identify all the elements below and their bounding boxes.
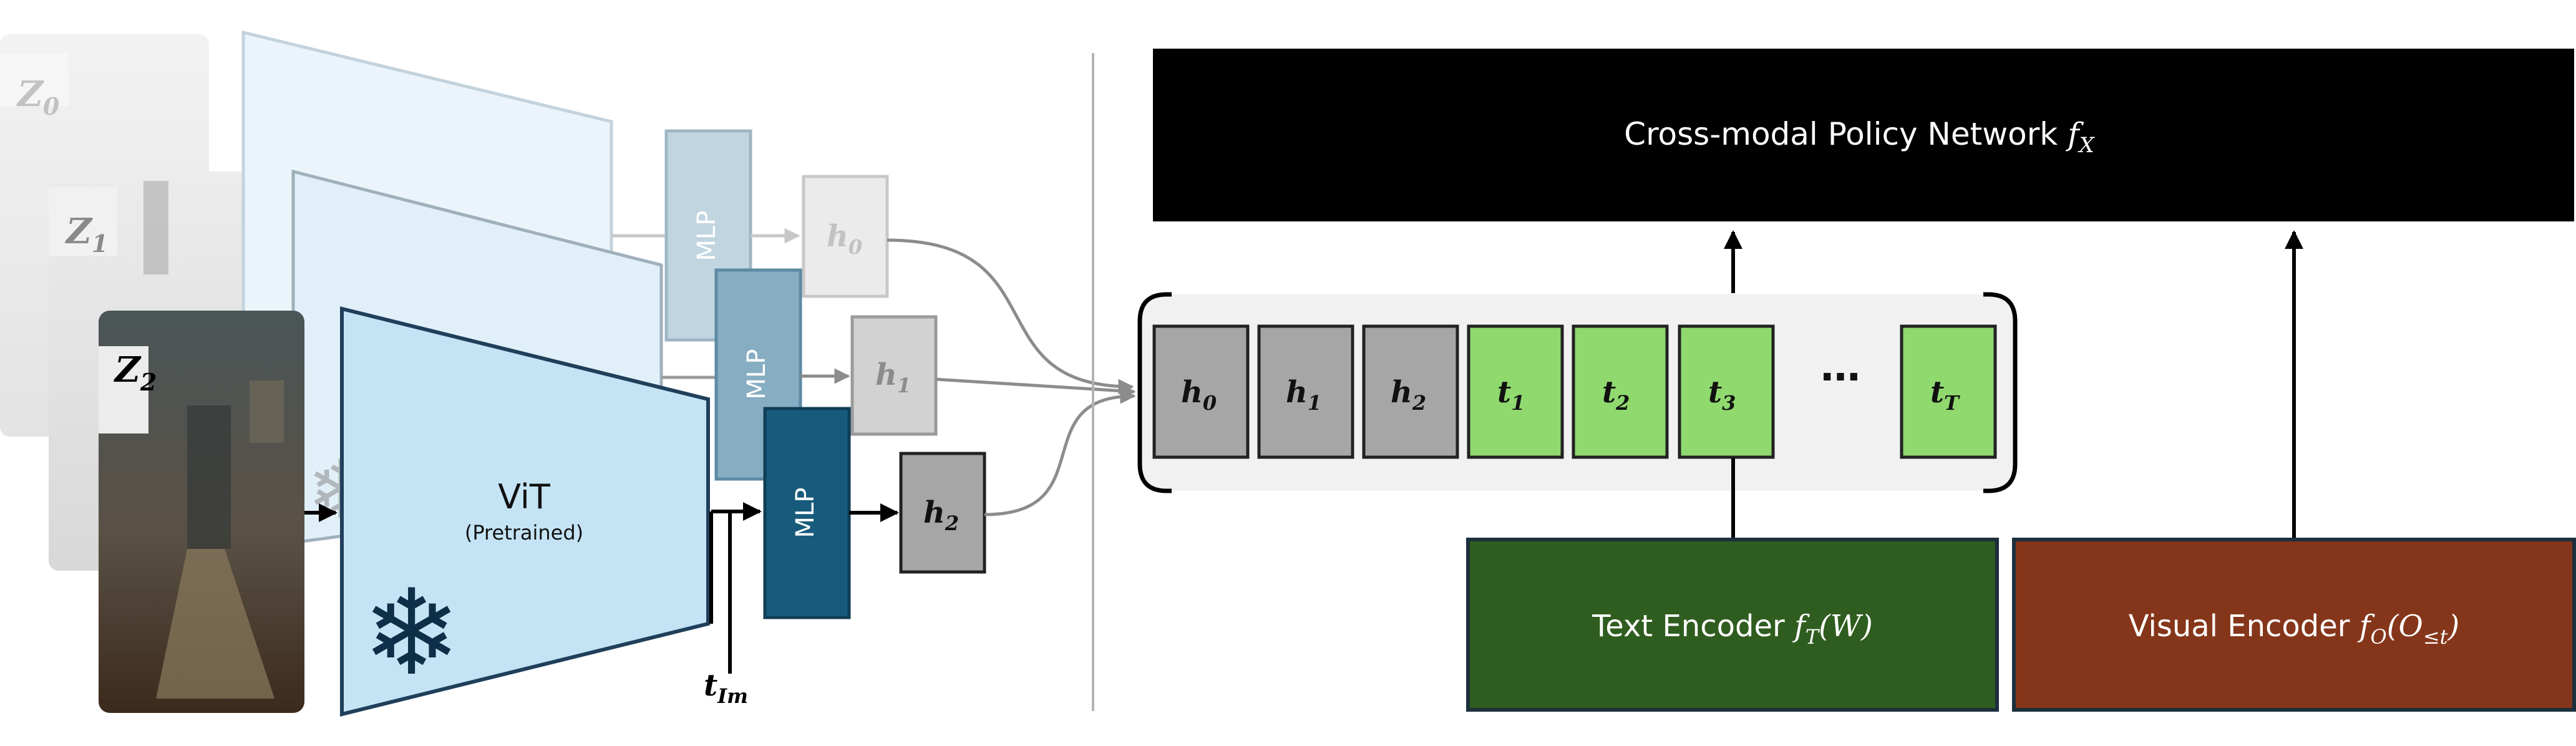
vit-encoder[interactable]: ViT (Pretrained) ❄ [340, 306, 710, 717]
sequence-bracket-right [1983, 292, 2018, 493]
frame-z0-label: Z0 [16, 74, 60, 120]
token-h2: h2 [1362, 324, 1459, 459]
token-sequence: h0 h1 h2 t1 t2 t3 … tT [1137, 292, 2018, 493]
branch-h2: MLP h2 tIm [704, 388, 1136, 708]
hidden-h1-label: h1 [875, 357, 911, 397]
hidden-h2 [899, 452, 986, 574]
mlp-block-1-label: MLP [742, 349, 771, 400]
hidden-h0-label: h0 [827, 219, 862, 259]
sequence-ellipsis: … [1820, 344, 1860, 390]
sequence-bracket-left [1137, 292, 1172, 493]
hidden-h0 [802, 175, 889, 298]
token-t1-label: t1 [1497, 375, 1525, 415]
token-h0: h0 [1152, 324, 1250, 459]
frame-z2-label: Z2 [114, 349, 157, 396]
policy-network-label: Cross-modal Policy Network fX [1624, 116, 2095, 158]
visual-encoder-label: Visual Encoder fO(O≤t) [2129, 609, 2460, 649]
hidden-h2-label: h2 [923, 495, 959, 535]
token-h2-label: h2 [1391, 375, 1426, 415]
vit-label: ViT [498, 477, 551, 516]
text-encoder-label: Text Encoder fT(W) [1592, 609, 1873, 649]
mlp-block-2-label: MLP [791, 488, 820, 538]
token-t1: t1 [1467, 324, 1564, 459]
token-tT: tT [1900, 324, 1997, 459]
visual-encoder[interactable]: Visual Encoder fO(O≤t) [2012, 538, 2576, 712]
frame-z1-label: Z1 [65, 211, 108, 258]
frame-z2: Z2 [99, 311, 304, 713]
hidden-h1 [850, 315, 938, 436]
token-t3-label: t3 [1708, 375, 1736, 415]
token-h1: h1 [1257, 324, 1354, 459]
mlp-block-0-label: MLP [693, 211, 721, 261]
token-t3: t3 [1678, 324, 1775, 459]
token-t2: t2 [1572, 324, 1669, 459]
mlp-block-2[interactable] [763, 407, 851, 619]
h0-to-sequence-arrow [887, 238, 1134, 395]
h1-to-sequence-arrow [935, 377, 1136, 399]
policy-network[interactable]: Cross-modal Policy Network fX [1153, 49, 2574, 221]
text-encoder[interactable]: Text Encoder fT(W) [1466, 538, 1999, 712]
vit-sublabel: (Pretrained) [465, 521, 583, 545]
h2-to-sequence-arrow [984, 388, 1136, 516]
token-t2-label: t2 [1602, 375, 1630, 415]
token-tT-label: tT [1930, 375, 1960, 415]
token-h1-label: h1 [1286, 375, 1321, 415]
t-im-label: tIm [704, 668, 748, 708]
token-h0-label: h0 [1181, 375, 1217, 415]
snowflake-icon: ❄ [362, 564, 461, 702]
branch-h1: MLP h1 [661, 268, 1136, 481]
